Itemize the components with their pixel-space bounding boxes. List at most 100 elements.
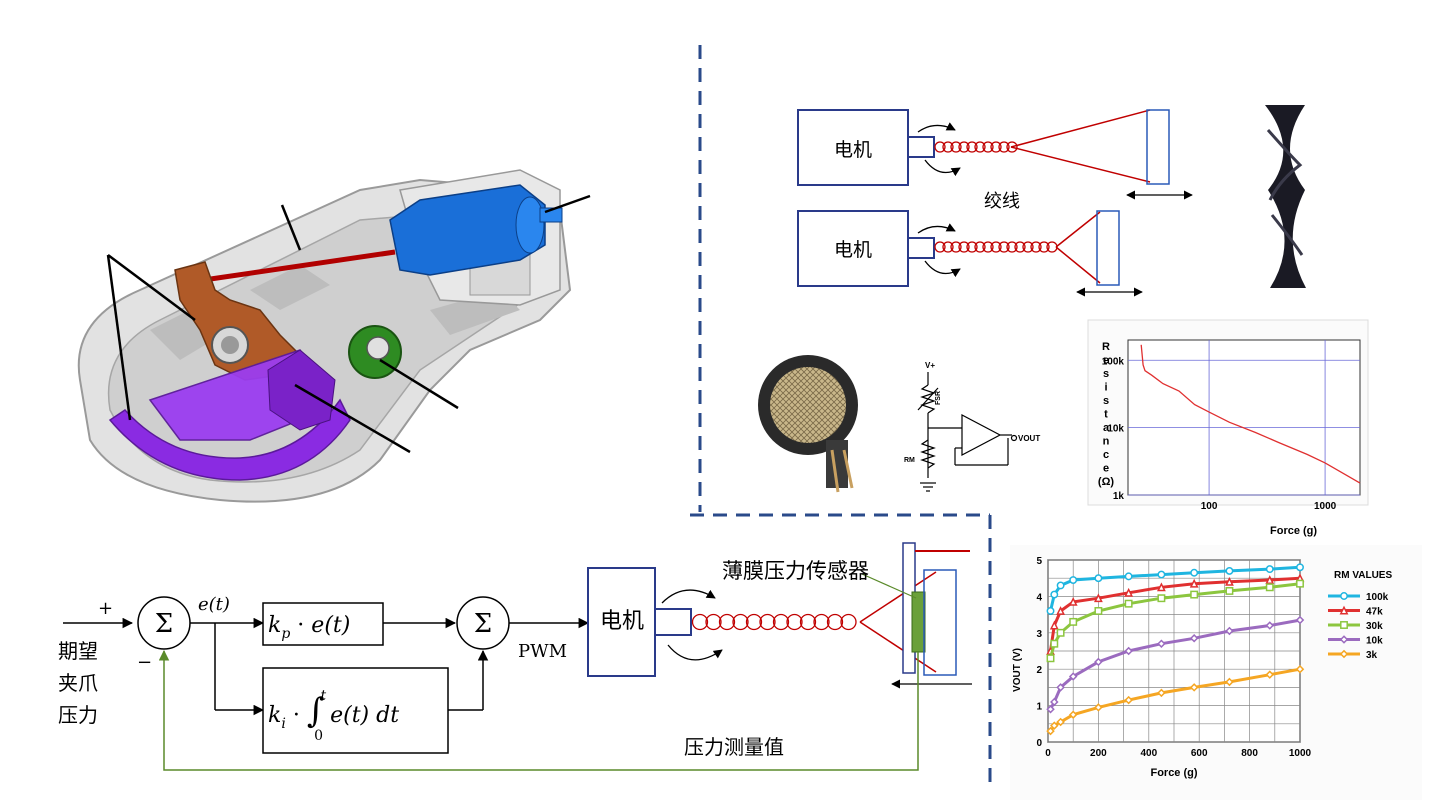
legend-label: 47k [1366,607,1383,618]
ytick-label: 4 [1036,592,1042,603]
ki-block [262,667,449,754]
point [1225,576,1234,586]
point [1296,563,1304,572]
point [1046,704,1055,714]
pwm-label: PWM [518,641,567,662]
sigma-2: Σ [474,609,492,639]
point [1094,574,1103,583]
coil-loop [974,141,986,153]
slider-mid [1096,210,1120,286]
point [1339,635,1349,644]
coil-loop [1030,241,1042,253]
fsr-circuit [917,372,1018,492]
motor-box-mid [797,210,909,287]
xtick-label: 100 [1201,501,1218,512]
coil-loop [950,141,962,153]
sensor-label: 薄膜压力传感器 [722,559,869,583]
feedback-label: 压力测量值 [684,735,784,759]
legend-label: 100k [1366,592,1389,603]
ytick-label: 3 [1036,629,1042,640]
error-label: e(t) [198,594,230,615]
coil-loop [813,613,830,631]
coil-loop [942,241,954,253]
sigma-1: Σ [155,609,173,639]
coil-loop [745,613,763,631]
resistance-curve [1140,344,1361,484]
point [1050,590,1059,599]
point [1093,593,1103,603]
control-diagram: + − Σ 期望 夹爪 压力 e(t) kp · e(t) ki · ∫t 0 e… [58,542,972,771]
coil-loop [1006,241,1018,253]
gripper-render [77,169,591,503]
ytick-label: 1k [1113,491,1125,502]
coil-loop [1014,241,1026,253]
twisted-strand-image [1265,105,1306,288]
point [1157,594,1166,603]
coil-loop [974,241,986,253]
point [1225,566,1234,575]
coil-loop [966,241,978,253]
input-label-line3: 压力 [58,703,98,727]
coil-loop [691,613,709,631]
motor-label-bottom: 电机 [600,609,644,634]
point [1190,590,1199,599]
point [1050,639,1059,648]
point [1056,628,1065,637]
xtick-label: 200 [1090,748,1107,759]
coil-loop [958,241,970,253]
point [1068,596,1078,606]
kp-expression: kp · e(t) [268,613,350,642]
xtick-label: 400 [1140,748,1157,759]
point [1295,664,1305,674]
coil-loop [990,241,1002,253]
vout-legend-title: RM VALUES [1334,570,1392,581]
ylabel-char: (Ω) [1098,476,1114,488]
ylabel-char: R [1102,341,1110,353]
point [1265,670,1275,679]
ylabel-char: t [1104,409,1108,421]
coil-loop [934,141,946,153]
point [1056,683,1065,692]
point [1296,579,1304,588]
point [1049,620,1059,630]
coil-loop [1038,241,1050,253]
point [1157,688,1166,698]
point [1156,582,1166,592]
ylabel-char: s [1103,395,1109,407]
point [1339,605,1349,615]
coil-loop [826,613,844,631]
film-sensor [911,591,926,653]
ytick-label: 100k [1102,356,1125,367]
ylabel-char: a [1103,422,1110,434]
point [1046,726,1055,736]
point [1189,578,1199,588]
point [1050,721,1059,730]
point [1046,654,1055,663]
coil-loop [772,613,790,631]
ylabel-char: i [1104,382,1107,394]
minus-sign: − [137,652,152,673]
motor-label-mid: 电机 [834,239,872,261]
point [1265,621,1275,630]
point [1339,649,1349,659]
coil-loop [799,613,817,631]
point [1056,717,1065,727]
vout-legend: 100k 47k 30k 10k 3k [1328,592,1389,661]
point [1190,568,1199,577]
rm-label: RM [904,457,915,464]
ylabel-char: n [1103,436,1110,448]
coil-loop [786,613,803,631]
plus-sign: + [98,598,113,619]
twisted-string-mid [934,241,1058,253]
coil-loop [998,141,1010,153]
point [1265,565,1274,574]
point [1094,607,1103,615]
ytick-label: 1 [1036,702,1042,713]
ylabel-char: c [1103,449,1109,461]
feedback-path [158,649,919,771]
v-plus-label: V+ [925,361,935,370]
motor-box-top [797,109,909,186]
coil-loop [759,613,776,631]
